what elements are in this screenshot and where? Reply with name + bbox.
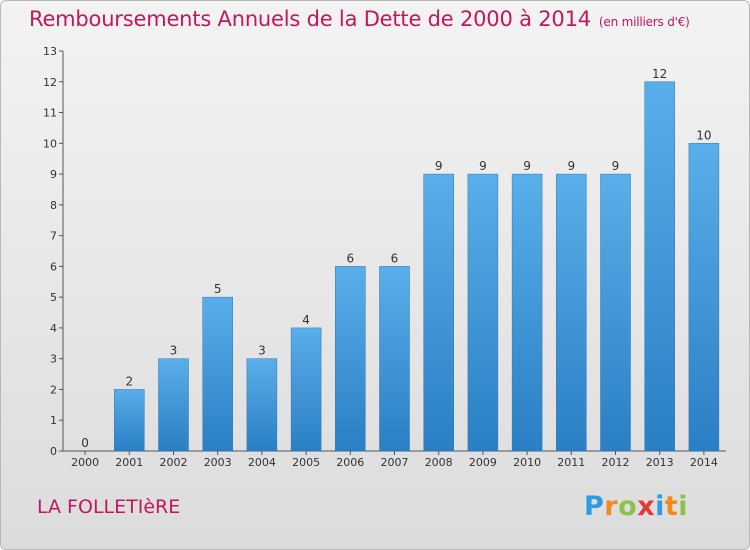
x-tick-label: 2005 <box>292 456 320 469</box>
y-tick-label: 10 <box>43 137 57 150</box>
bar-value-label: 9 <box>479 159 487 173</box>
bar-value-label: 3 <box>258 344 266 358</box>
y-tick-label: 9 <box>50 168 57 181</box>
x-tick-label: 2014 <box>690 456 718 469</box>
chart-title-text: Remboursements Annuels de la Dette de 20… <box>29 7 591 31</box>
y-tick-label: 5 <box>50 291 57 304</box>
bar <box>600 173 631 452</box>
unit-note: (en milliers d'€) <box>598 15 690 29</box>
proxiti-logo: Proxiti <box>584 491 689 522</box>
x-tick-label: 2009 <box>469 456 497 469</box>
y-tick-label: 4 <box>50 322 57 335</box>
chart-title: Remboursements Annuels de la Dette de 20… <box>29 7 690 31</box>
y-tick-label: 12 <box>43 76 57 89</box>
bar <box>335 266 366 452</box>
bar-value-label: 0 <box>81 436 89 450</box>
y-tick-label: 0 <box>50 445 57 458</box>
x-tick-label: 2010 <box>513 456 541 469</box>
bar-value-label: 5 <box>214 282 222 296</box>
bar-value-label: 4 <box>302 313 310 327</box>
x-tick-label: 2003 <box>204 456 232 469</box>
y-tick-label: 7 <box>50 230 57 243</box>
x-tick-label: 2011 <box>557 456 585 469</box>
bar <box>556 173 587 452</box>
bar <box>202 296 233 452</box>
y-tick-label: 1 <box>50 414 57 427</box>
y-tick-label: 2 <box>50 383 57 396</box>
x-tick-label: 2008 <box>425 456 453 469</box>
bar <box>644 81 675 452</box>
y-tick-label: 11 <box>43 107 57 120</box>
bar <box>379 266 410 452</box>
bar-value-label: 3 <box>170 344 178 358</box>
bar-value-label: 9 <box>567 159 575 173</box>
y-tick-label: 6 <box>50 260 57 273</box>
bar-value-label: 6 <box>391 251 399 265</box>
x-tick-label: 2007 <box>381 456 409 469</box>
location-name: LA FOLLETIèRE <box>37 496 181 518</box>
bar-value-label: 9 <box>523 159 531 173</box>
bar <box>511 173 543 452</box>
bar-value-label: 10 <box>696 128 711 142</box>
bar-value-label: 9 <box>612 159 620 173</box>
bar-value-label: 6 <box>346 251 354 265</box>
x-tick-label: 2013 <box>646 456 674 469</box>
x-tick-label: 2001 <box>115 456 143 469</box>
bar-value-label: 12 <box>652 67 667 81</box>
bar <box>158 358 189 452</box>
x-tick-label: 2002 <box>160 456 188 469</box>
bar <box>423 173 454 452</box>
bar <box>467 173 499 452</box>
y-tick-label: 3 <box>50 353 57 366</box>
x-tick-label: 2004 <box>248 456 276 469</box>
x-tick-label: 2000 <box>71 456 99 469</box>
bar <box>246 358 278 452</box>
bar-value-label: 9 <box>435 159 443 173</box>
bar-value-label: 2 <box>125 374 133 388</box>
x-tick-label: 2006 <box>336 456 364 469</box>
bar <box>688 143 720 452</box>
y-tick-label: 8 <box>50 199 57 212</box>
bar <box>114 389 145 452</box>
y-tick-label: 13 <box>43 45 57 58</box>
bar <box>290 327 322 452</box>
x-tick-label: 2012 <box>602 456 630 469</box>
